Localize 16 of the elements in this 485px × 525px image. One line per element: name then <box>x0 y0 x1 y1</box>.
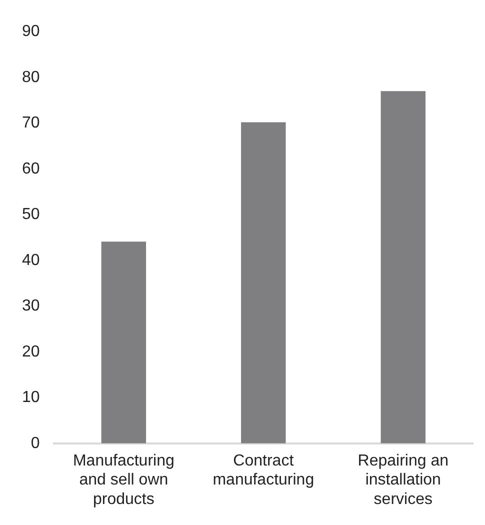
x-tick-label: Contract manufacturing <box>212 452 314 489</box>
x-tick-label: Manufacturing and sell own products <box>72 452 174 508</box>
y-tick-label: 80 <box>22 68 40 86</box>
y-tick-label: 50 <box>22 206 40 224</box>
y-tick-label: 20 <box>22 343 40 360</box>
bar <box>380 91 426 444</box>
y-tick-label: 70 <box>22 114 40 132</box>
y-tick-label: 40 <box>22 252 40 269</box>
y-tick-label: 60 <box>22 160 40 178</box>
y-tick-label: 0 <box>30 434 40 452</box>
bar <box>241 122 286 444</box>
bar <box>101 242 146 444</box>
x-tick-label: Repairing an installation services <box>358 452 448 508</box>
y-tick-label: 30 <box>22 298 40 315</box>
y-tick-label: 90 <box>22 23 40 40</box>
y-tick-label: 10 <box>22 389 40 406</box>
